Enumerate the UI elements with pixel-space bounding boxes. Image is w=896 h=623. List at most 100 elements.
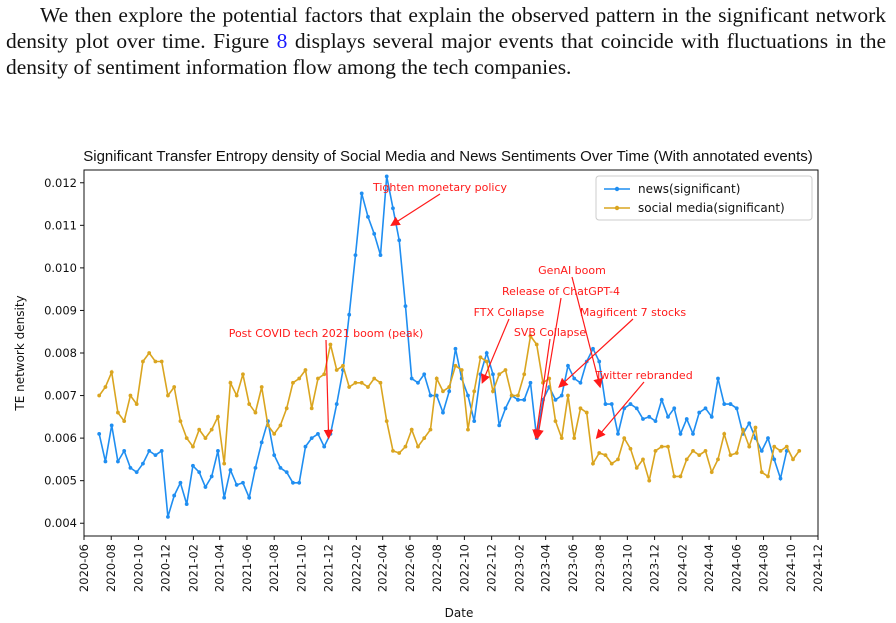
social-media-series-point xyxy=(366,385,370,389)
news-series-point xyxy=(234,483,239,487)
x-tick-label: 2024-10 xyxy=(784,544,798,592)
social-media-series-point xyxy=(266,423,270,428)
news-series-point xyxy=(409,376,414,381)
x-tick-label: 2020-12 xyxy=(159,544,173,592)
y-tick-label: 0.009 xyxy=(44,303,77,317)
y-tick-label: 0.008 xyxy=(44,346,77,360)
social-media-series-point xyxy=(153,359,158,364)
social-media-series-point xyxy=(491,389,495,394)
x-tick-label: 2021-10 xyxy=(294,544,308,592)
news-series-point xyxy=(191,463,195,468)
social-media-series-point xyxy=(472,389,477,394)
y-tick-label: 0.012 xyxy=(44,176,77,190)
social-media-series-point xyxy=(372,376,377,381)
news-series-point xyxy=(447,389,452,394)
social-media-series-point xyxy=(191,444,195,449)
legend-swatch-marker xyxy=(614,205,620,211)
y-tick-label: 0.004 xyxy=(44,516,77,530)
social-media-series-point xyxy=(791,457,795,462)
annotation-arrow xyxy=(558,318,634,388)
social-media-series-point xyxy=(534,342,539,347)
social-media-series-point xyxy=(391,448,395,453)
news-series-point xyxy=(666,414,670,419)
x-tick-label: 2020-06 xyxy=(77,544,91,592)
x-tick-label: 2024-04 xyxy=(702,544,716,592)
figure-reference-link[interactable]: 8 xyxy=(276,29,288,53)
social-media-series-point xyxy=(584,410,589,415)
news-series-point xyxy=(722,402,727,406)
social-media-series-point xyxy=(603,453,608,458)
social-media-series-point xyxy=(341,363,345,368)
social-media-series-point xyxy=(128,393,133,398)
news-series-point xyxy=(422,372,427,377)
social-media-series-point xyxy=(522,372,527,377)
news-series-point xyxy=(628,402,633,406)
social-media-series-point xyxy=(703,448,708,453)
social-media-series-point xyxy=(441,389,445,394)
social-media-series-point xyxy=(428,427,433,432)
social-media-series-point xyxy=(716,457,720,462)
x-tick-label: 2020-10 xyxy=(131,544,145,592)
social-media-series-point xyxy=(359,380,364,385)
social-media-series-point xyxy=(116,410,120,415)
social-media-series-point xyxy=(609,461,614,466)
news-series-point xyxy=(222,495,227,500)
news-series-point xyxy=(778,476,783,481)
social-media-series-point xyxy=(353,380,358,385)
news-series-point xyxy=(403,304,408,309)
annotation-arrow xyxy=(595,381,645,440)
annotation-arrow xyxy=(532,338,551,440)
x-axis-label: Date xyxy=(445,606,474,620)
news-series-point xyxy=(322,444,327,449)
news-series-point xyxy=(672,406,677,411)
news-series-point xyxy=(428,393,433,398)
social-media-series-point xyxy=(741,427,745,432)
social-media-series-point xyxy=(447,385,452,389)
social-media-series-point xyxy=(297,376,302,381)
social-media-series-point xyxy=(666,444,670,449)
news-series-point xyxy=(291,480,295,485)
social-media-series-point xyxy=(697,453,702,458)
social-media-series-point xyxy=(291,380,295,385)
x-tick-label: 2023-08 xyxy=(593,544,607,592)
annotation-label: Tighten monetary policy xyxy=(372,181,508,194)
news-series-point xyxy=(247,495,252,500)
social-media-series-point xyxy=(659,444,664,449)
social-media-series-point xyxy=(347,385,352,389)
news-series-point xyxy=(634,406,639,411)
y-tick-label: 0.011 xyxy=(44,218,77,232)
social-media-series-point xyxy=(453,363,458,368)
social-media-series-point xyxy=(559,436,564,441)
social-media-series-line xyxy=(98,333,800,481)
social-media-series-point xyxy=(178,419,183,423)
news-series-point xyxy=(203,485,208,489)
news-series-point xyxy=(128,466,133,470)
social-media-series-point xyxy=(528,334,533,338)
annotation-label: GenAI boom xyxy=(538,264,606,277)
legend-label: social media(significant) xyxy=(638,201,785,215)
social-media-series-point xyxy=(203,436,208,441)
news-series-point xyxy=(178,480,183,485)
news-series-point xyxy=(647,414,652,419)
social-media-series-point xyxy=(134,402,139,406)
social-media-series-point xyxy=(728,453,733,458)
social-media-series-point xyxy=(797,448,802,453)
news-series-point xyxy=(759,448,764,453)
news-series-point xyxy=(716,376,720,381)
annotation-label: SVB Collapse xyxy=(514,326,587,339)
social-media-series-point xyxy=(384,419,389,423)
news-series-point xyxy=(453,346,458,351)
news-series-point xyxy=(97,431,102,436)
news-series-point xyxy=(366,214,370,219)
social-media-series-point xyxy=(97,393,102,398)
news-series-point xyxy=(416,380,420,385)
social-media-series-point xyxy=(434,376,439,381)
social-media-series-point xyxy=(172,385,177,389)
news-series-point xyxy=(316,431,320,436)
news-series-point xyxy=(684,417,689,421)
social-media-series-point xyxy=(334,368,339,372)
news-series-point xyxy=(691,431,695,436)
news-series-point xyxy=(484,351,489,355)
y-axis: 0.004 0.005 0.006 0.007 0.008 0.009 0.010 0.011… xyxy=(44,176,84,530)
social-media-series-point xyxy=(709,470,714,475)
